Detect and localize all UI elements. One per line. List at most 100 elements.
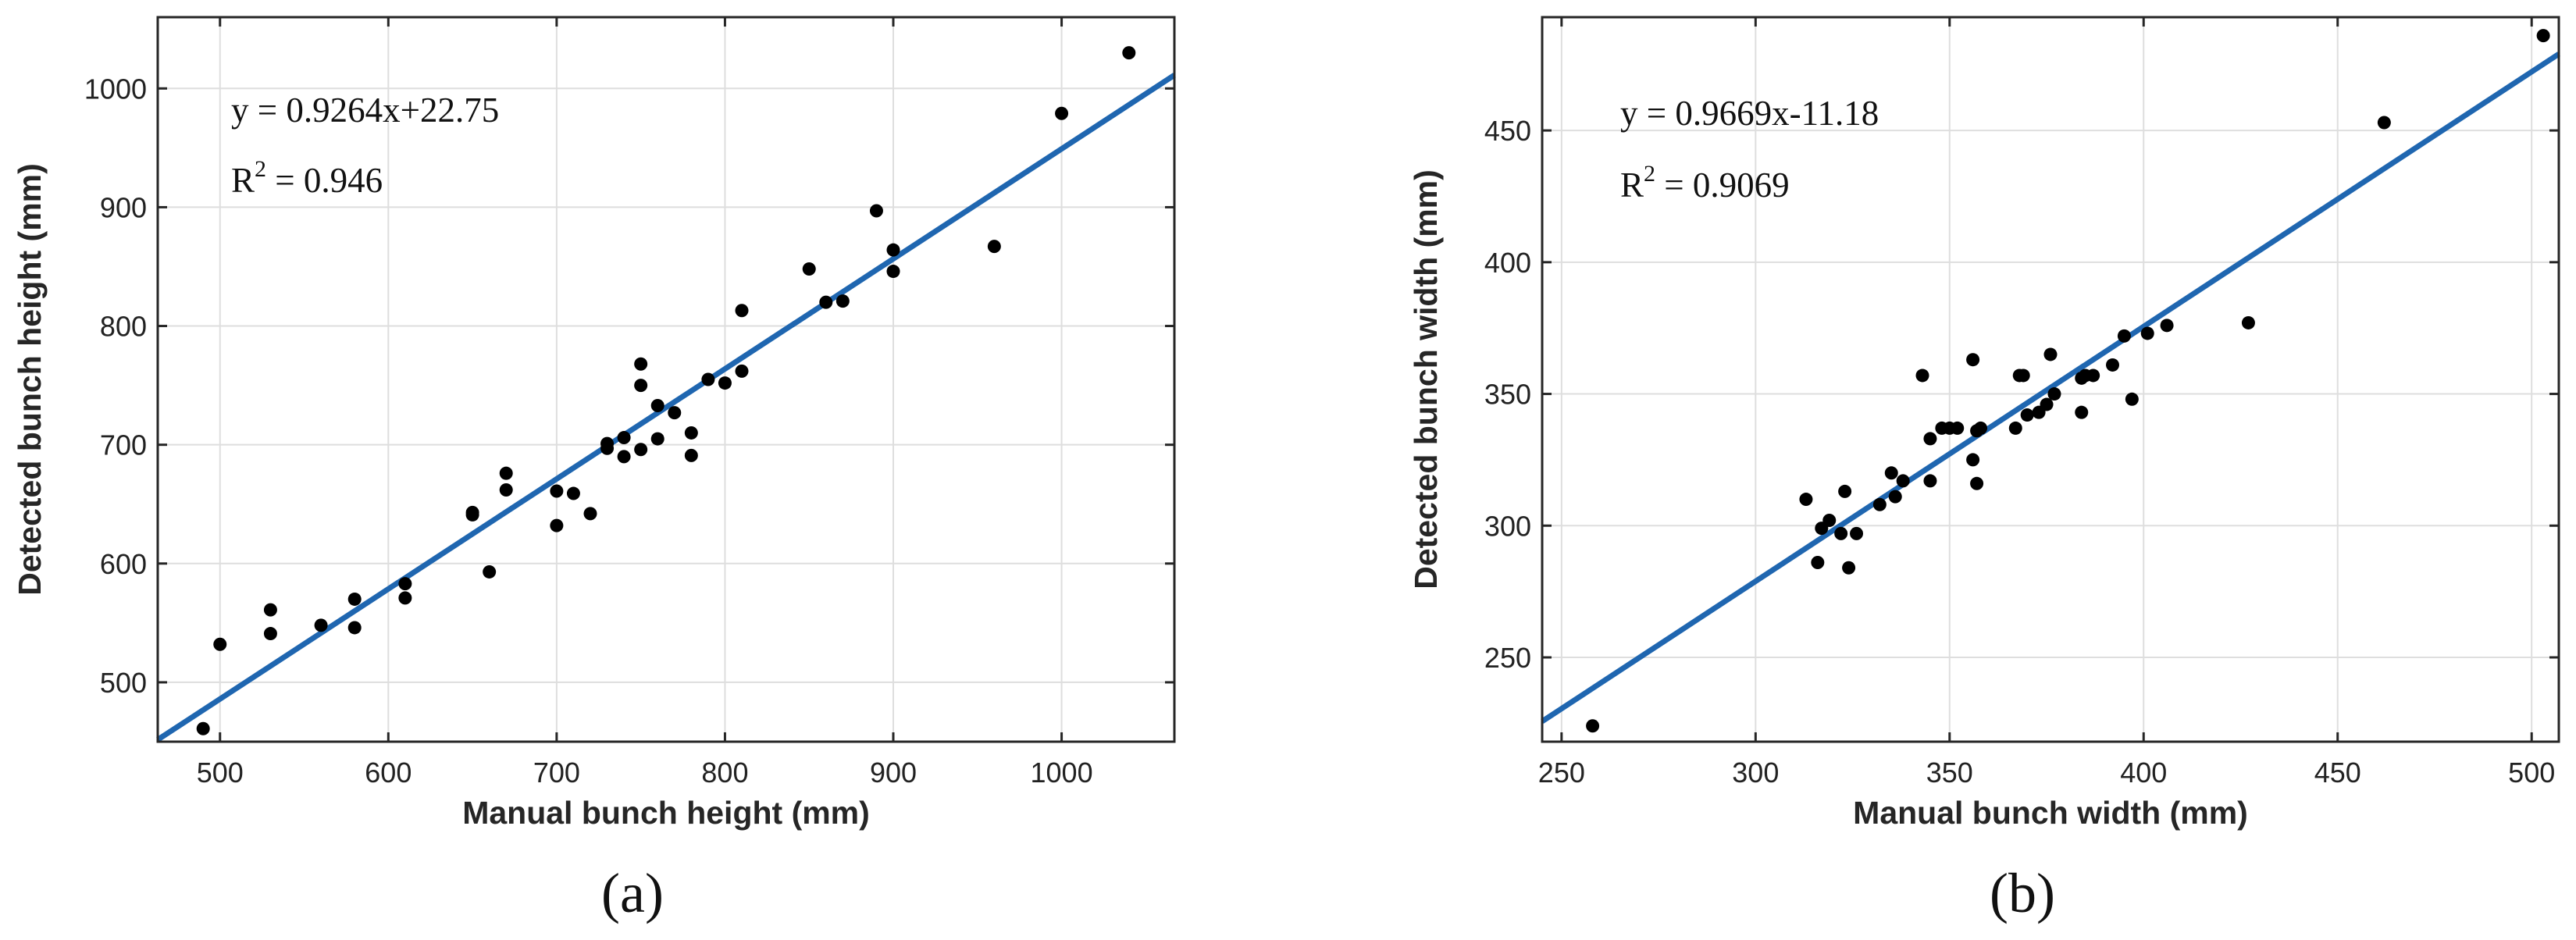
- chart-b-y-ticks: 250 300 350 400 450: [1484, 115, 2559, 674]
- chart-b-data-point-26: [2016, 369, 2030, 383]
- chart-a-data-point-16: [566, 486, 580, 500]
- chart-a-data-point-40: [987, 240, 1001, 254]
- chart-a-data-point-25: [650, 432, 664, 446]
- chart-a-y-tick-label-5: 1000: [84, 73, 147, 105]
- chart-b-data-point-10: [1884, 466, 1898, 480]
- chart-a-data-point-6: [347, 592, 362, 606]
- chart-b-points: [1586, 29, 2550, 733]
- chart-a-data-point-38: [886, 265, 900, 279]
- chart-a-data-point-32: [735, 364, 749, 378]
- chart-b-r-squared: R2 = 0.9069: [1620, 161, 1790, 205]
- chart-b-data-point-2: [1811, 556, 1825, 570]
- chart-b-data-point-7: [1842, 561, 1856, 575]
- chart-b-data-point-19: [1966, 353, 1980, 367]
- chart-a-data-point-1: [213, 637, 227, 651]
- chart-b-data-point-13: [1915, 369, 1929, 383]
- chart-a-y-tick-label-3: 800: [100, 311, 147, 343]
- chart-a-data-point-26: [650, 398, 664, 412]
- chart-a-data-point-24: [634, 357, 648, 371]
- chart-b-data-point-20: [1966, 453, 1980, 467]
- chart-b-y-tick-label-0: 250: [1484, 642, 1531, 674]
- chart-b-data-point-18: [1951, 421, 1965, 435]
- chart-a-grid: [158, 17, 1174, 742]
- chart-a-data-point-30: [701, 372, 715, 386]
- chart-a-fit-line-group: [156, 73, 1176, 742]
- chart-b-data-point-23: [1974, 421, 1988, 435]
- chart-a-y-tick-label-4: 900: [100, 191, 147, 223]
- chart-a-data-point-3: [263, 603, 277, 617]
- chart-b-data-point-14: [1923, 432, 1937, 446]
- chart-b-data-point-9: [1872, 497, 1887, 511]
- chart-b-data-point-15: [1923, 474, 1937, 488]
- chart-b-y-tick-label-2: 350: [1484, 379, 1531, 411]
- chart-b-x-ticks: 250 300 350 400 450 500: [1538, 17, 2555, 789]
- chart-b-data-point-36: [2106, 358, 2120, 372]
- chart-b-y-tick-label-1: 300: [1484, 510, 1531, 542]
- chart-a: 500 600 700 800 900 1000 5006007008009001000 …: [12, 16, 1176, 924]
- chart-a-r-squared: R2 = 0.946: [231, 156, 383, 200]
- chart-a-data-point-41: [1055, 106, 1069, 120]
- chart-a-data-point-8: [398, 577, 412, 591]
- chart-a-data-point-15: [550, 484, 564, 498]
- chart-a-data-point-42: [1122, 46, 1136, 60]
- chart-a-x-tick-label-3: 800: [701, 757, 748, 789]
- chart-a-data-point-11: [483, 564, 497, 579]
- chart-a-data-point-39: [886, 243, 900, 257]
- chart-b-data-point-24: [2008, 421, 2022, 435]
- chart-a-data-point-2: [263, 627, 277, 641]
- chart-a-data-point-13: [499, 466, 513, 480]
- chart-b-y-tick-label-3: 400: [1484, 247, 1531, 279]
- chart-b-x-tick-label-0: 250: [1538, 757, 1585, 789]
- chart-b-data-point-37: [2117, 329, 2131, 343]
- chart-b-data-point-38: [2125, 392, 2139, 406]
- chart-b-data-point-43: [2536, 29, 2550, 43]
- chart-a-data-point-35: [819, 295, 833, 309]
- chart-a-data-point-21: [617, 431, 631, 445]
- chart-b-data-point-41: [2241, 315, 2255, 329]
- chart-b-data-point-21: [1970, 476, 1984, 490]
- chart-a-data-point-34: [802, 262, 816, 276]
- chart-b-data-point-35: [2086, 369, 2100, 383]
- chart-b-fit-line: [1541, 52, 2560, 724]
- chart-b-x-tick-label-3: 400: [2120, 757, 2167, 789]
- chart-b-x-tick-label-1: 300: [1732, 757, 1779, 789]
- chart-b-x-tick-label-5: 500: [2508, 757, 2555, 789]
- chart-b-data-point-0: [1586, 719, 1600, 733]
- chart-b-x-tick-label-2: 350: [1926, 757, 1973, 789]
- chart-a-r-value: = 0.946: [266, 161, 383, 200]
- chart-a-data-point-7: [398, 591, 412, 605]
- chart-a-data-point-37: [869, 204, 883, 218]
- chart-a-x-tick-label-2: 700: [533, 757, 580, 789]
- chart-a-data-point-20: [617, 450, 631, 464]
- chart-b-x-axis-label: Manual bunch width (mm): [1853, 795, 2248, 831]
- chart-a-data-point-5: [347, 621, 362, 635]
- chart-a-data-point-36: [836, 294, 850, 308]
- chart-b-panel-label: (b): [1990, 862, 2055, 924]
- chart-a-x-tick-label-0: 500: [197, 757, 244, 789]
- chart-b-data-point-42: [2377, 116, 2391, 130]
- chart-b-plot-frame: [1541, 16, 2560, 743]
- chart-a-r-label: R: [231, 161, 255, 200]
- chart-a-data-point-22: [634, 443, 648, 457]
- chart-b-data-point-11: [1888, 490, 1902, 504]
- chart-b-data-point-33: [2075, 405, 2089, 419]
- chart-b-data-point-1: [1799, 493, 1813, 507]
- chart-b-r-superscript: 2: [1644, 161, 1655, 187]
- chart-b-data-point-39: [2140, 326, 2154, 340]
- chart-b-data-point-40: [2160, 319, 2174, 333]
- chart-a-data-point-31: [718, 376, 732, 390]
- chart-a-x-tick-label-1: 600: [365, 757, 412, 789]
- chart-b-y-tick-label-4: 450: [1484, 115, 1531, 147]
- chart-b-data-point-12: [1896, 474, 1910, 488]
- chart-a-data-point-12: [499, 482, 513, 497]
- chart-b-x-tick-label-4: 450: [2314, 757, 2361, 789]
- chart-a-data-point-14: [550, 518, 564, 532]
- chart-a-data-point-27: [668, 406, 682, 420]
- chart-b-data-point-27: [2020, 408, 2034, 422]
- chart-a-r-superscript: 2: [255, 156, 266, 182]
- chart-a-x-ticks: 500 600 700 800 900 1000: [197, 17, 1093, 789]
- chart-a-data-point-23: [634, 379, 648, 393]
- chart-b-data-point-5: [1834, 526, 1848, 540]
- chart-b: 250 300 350 400 450 500 250 300 350 400 450 y = 0…: [1408, 16, 2560, 924]
